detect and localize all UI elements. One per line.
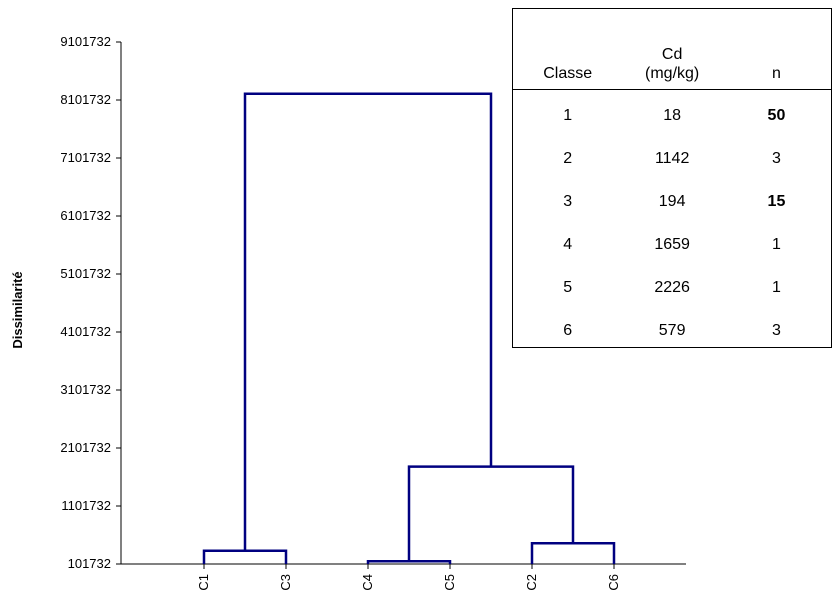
leaf-label: C3 xyxy=(278,574,293,591)
dendrogram-link xyxy=(202,549,288,564)
cell-cd: 1142 xyxy=(654,149,690,167)
dendrogram-link xyxy=(530,541,616,564)
table-body: 1 18 50 2 1142 3 3 194 15 4 1659 1 5 2226 1 6 579 3 xyxy=(513,90,831,353)
y-tick-label: 2101732 xyxy=(60,440,111,455)
cell-n: 1 xyxy=(772,235,781,253)
x-axis xyxy=(121,563,686,569)
dendrogram-link xyxy=(243,92,493,551)
cell-classe: 4 xyxy=(563,235,573,253)
cell-cd: 1659 xyxy=(654,235,690,253)
table-row: 3 194 15 xyxy=(513,180,831,223)
y-tick-label: 1101732 xyxy=(61,498,111,513)
header-classe: Classe xyxy=(513,9,623,90)
leaf-label: C5 xyxy=(442,574,457,591)
y-axis-label: Dissimilarité xyxy=(10,271,25,348)
dendrogram-links xyxy=(202,92,616,564)
dendrogram-link xyxy=(407,465,575,562)
leaf-labels: C1 C3 C4 C5 C2 C6 xyxy=(196,574,621,591)
cell-classe: 1 xyxy=(563,106,573,124)
y-tick-label: 7101732 xyxy=(60,150,111,165)
table-row: 4 1659 1 xyxy=(513,223,831,266)
cell-n: 1 xyxy=(772,278,781,296)
y-tick-label: 101732 xyxy=(68,556,111,571)
y-tick-label: 3101732 xyxy=(60,382,111,397)
y-tick-label: 9101732 xyxy=(60,34,111,49)
table-row: 1 18 50 xyxy=(513,90,831,138)
cell-n: 3 xyxy=(772,149,781,167)
cell-n: 50 xyxy=(767,106,786,124)
cell-classe: 6 xyxy=(563,321,573,339)
cell-cd: 18 xyxy=(663,106,682,124)
table-header-row: Classe Cd (mg/kg) n xyxy=(513,9,831,90)
cell-classe: 2 xyxy=(563,149,573,167)
header-n: n xyxy=(721,9,831,90)
y-tick-label: 6101732 xyxy=(60,208,111,223)
table-row: 2 1142 3 xyxy=(513,137,831,180)
cell-n: 3 xyxy=(772,321,781,339)
leaf-label: C1 xyxy=(196,574,211,591)
y-tick-label: 4101732 xyxy=(60,324,111,339)
header-cd: Cd (mg/kg) xyxy=(622,9,722,90)
leaf-label: C4 xyxy=(360,574,375,591)
cell-cd: 194 xyxy=(658,192,686,210)
y-tick-label: 5101732 xyxy=(60,266,111,281)
table-row: 6 579 3 xyxy=(513,309,831,352)
y-tick-label: 8101732 xyxy=(60,92,111,107)
cell-classe: 5 xyxy=(563,278,573,296)
y-axis: 101732 1101732 2101732 3101732 4101732 510173… xyxy=(60,34,122,571)
class-summary-table: Classe Cd (mg/kg) n 1 18 50 2 1142 3 3 194 15 4 165… xyxy=(512,8,832,348)
cell-cd: 579 xyxy=(658,321,686,339)
leaf-label: C6 xyxy=(606,574,621,591)
cell-classe: 3 xyxy=(563,192,573,210)
table-row: 5 2226 1 xyxy=(513,266,831,309)
cell-n: 15 xyxy=(767,192,786,210)
cell-cd: 2226 xyxy=(654,278,690,296)
leaf-label: C2 xyxy=(524,574,539,591)
